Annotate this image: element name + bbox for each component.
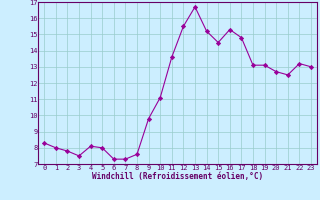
X-axis label: Windchill (Refroidissement éolien,°C): Windchill (Refroidissement éolien,°C) <box>92 172 263 181</box>
